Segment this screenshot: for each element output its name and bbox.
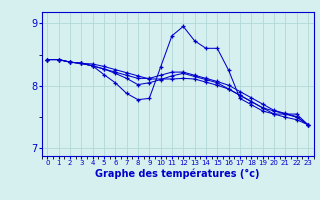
X-axis label: Graphe des températures (°c): Graphe des températures (°c) (95, 169, 260, 179)
